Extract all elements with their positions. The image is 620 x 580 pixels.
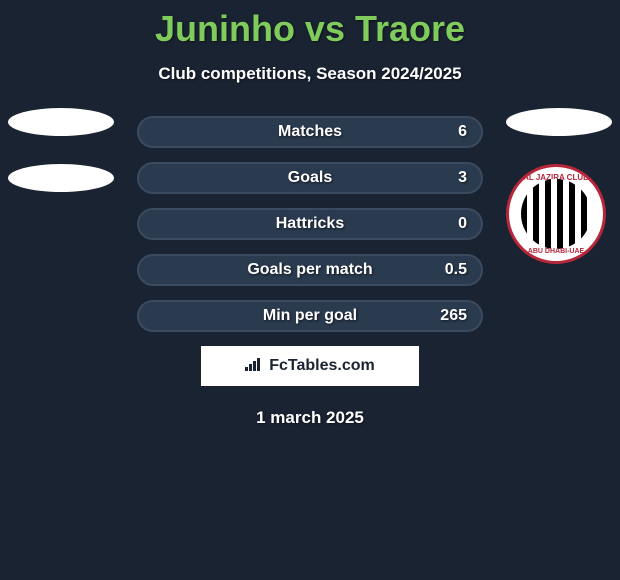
stats-container: AL JAZIRA CLUB ABU DHABI-UAE Matches 6 G… — [0, 116, 620, 428]
stat-row-min-per-goal: Min per goal 265 — [137, 300, 483, 332]
stat-value-right: 265 — [440, 307, 467, 325]
stat-label: Min per goal — [263, 307, 357, 325]
stat-row-goals: Goals 3 — [137, 162, 483, 194]
stat-value-right: 3 — [458, 169, 467, 187]
club-logo-stripes — [521, 179, 591, 249]
left-ellipse-1 — [8, 108, 114, 136]
attribution-box: FcTables.com — [201, 346, 419, 386]
stat-value-right: 0.5 — [445, 261, 467, 279]
comparison-title: Juninho vs Traore — [0, 0, 620, 50]
stat-label: Goals per match — [247, 261, 372, 279]
stat-label: Hattricks — [276, 215, 344, 233]
club-logo-bottom-text: ABU DHABI-UAE — [509, 248, 603, 255]
date-text: 1 march 2025 — [0, 408, 620, 428]
stat-row-matches: Matches 6 — [137, 116, 483, 148]
subtitle: Club competitions, Season 2024/2025 — [0, 64, 620, 84]
stat-value-right: 6 — [458, 123, 467, 141]
stat-label: Goals — [288, 169, 332, 187]
left-ellipse-2 — [8, 164, 114, 192]
stat-row-goals-per-match: Goals per match 0.5 — [137, 254, 483, 286]
chart-icon — [245, 357, 263, 376]
stat-value-right: 0 — [458, 215, 467, 233]
attribution-text: FcTables.com — [269, 357, 375, 375]
right-ellipse-1 — [506, 108, 612, 136]
right-player-badges: AL JAZIRA CLUB ABU DHABI-UAE — [506, 108, 612, 264]
stat-row-hattricks: Hattricks 0 — [137, 208, 483, 240]
left-player-badges — [8, 108, 114, 220]
stat-label: Matches — [278, 123, 342, 141]
club-logo-aljazira: AL JAZIRA CLUB ABU DHABI-UAE — [506, 164, 606, 264]
